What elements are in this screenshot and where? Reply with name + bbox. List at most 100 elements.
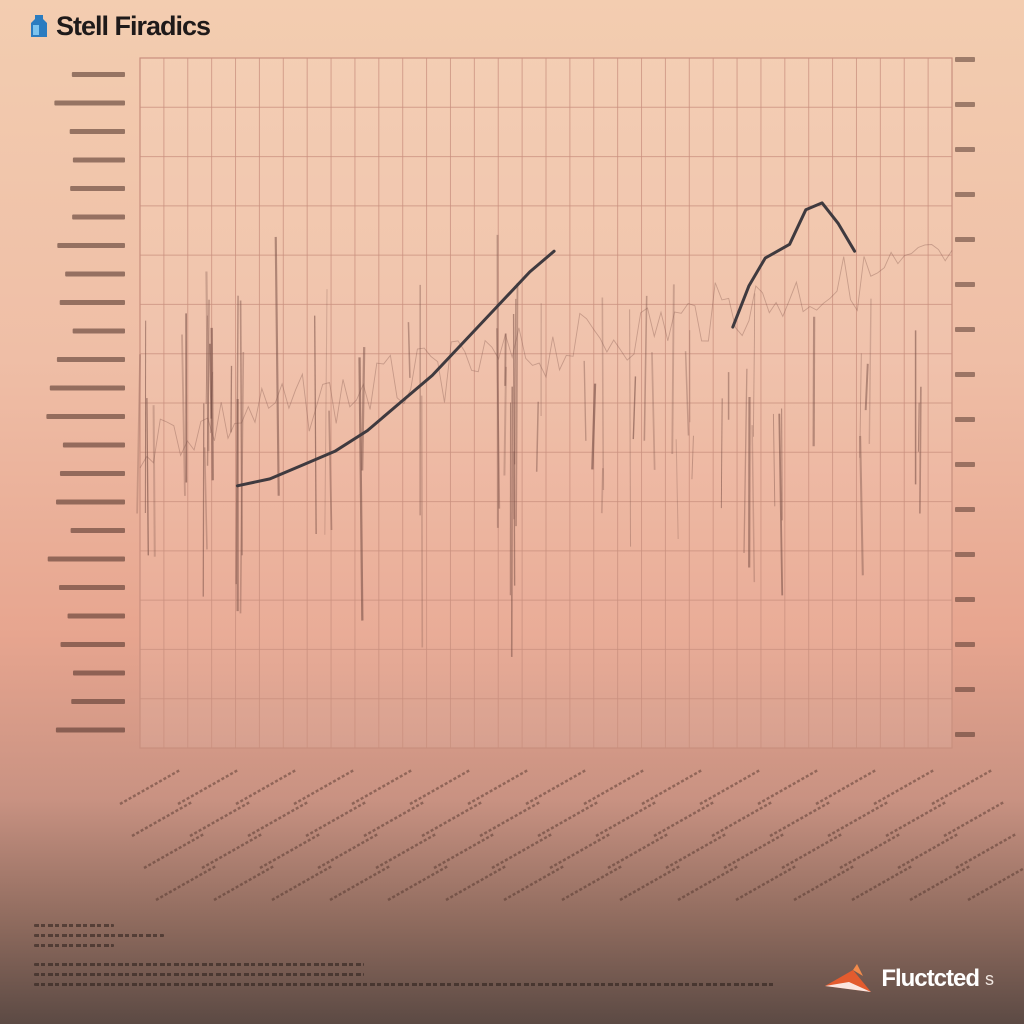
series-point	[269, 478, 271, 480]
brand-name: Fluctcted	[881, 965, 980, 992]
x-tick-label-placeholder	[363, 800, 425, 838]
x-tick-label-placeholder	[329, 864, 391, 902]
left-tick-label-placeholder	[56, 357, 126, 362]
noise-spike	[314, 315, 317, 534]
x-axis-labels	[119, 768, 1024, 902]
noise-spike	[239, 300, 243, 556]
noise-spike	[601, 297, 605, 490]
noise-spike	[503, 366, 507, 476]
noise-spike	[859, 435, 864, 576]
x-tick-label-placeholder	[305, 800, 367, 838]
noise-trace	[139, 244, 953, 469]
noise-spike	[629, 309, 632, 547]
chart-title: Stell Firadics	[56, 10, 211, 41]
x-tick-label-placeholder	[259, 832, 321, 870]
x-tick-label-placeholder	[317, 832, 379, 870]
noise-spike	[510, 386, 514, 657]
x-tick-label-placeholder	[781, 832, 843, 870]
left-tick-label-placeholder	[72, 328, 125, 334]
paper-plane-logo-icon	[825, 964, 872, 992]
right-tick-label-placeholder	[955, 102, 975, 107]
left-tick-label-placeholder	[60, 642, 125, 647]
left-tick-label-placeholder	[54, 100, 125, 106]
x-tick-label-placeholder	[247, 800, 309, 838]
noise-spike	[203, 447, 208, 550]
left-tick-label-placeholder	[57, 243, 125, 248]
noise-spike	[919, 386, 922, 514]
series-point	[236, 485, 239, 487]
left-tick-label-placeholder	[49, 385, 126, 391]
series-point	[464, 340, 466, 342]
left-tick-label-placeholder	[67, 613, 125, 619]
x-tick-label-placeholder	[433, 832, 495, 870]
noise-spike	[868, 298, 872, 444]
x-tick-label-placeholder	[665, 832, 727, 870]
x-tick-label-placeholder	[119, 768, 181, 806]
noise-spike	[917, 402, 920, 452]
x-tick-label-placeholder	[827, 800, 889, 838]
x-tick-label-placeholder	[537, 800, 599, 838]
left-tick-label-placeholder	[71, 72, 125, 77]
noise-spike	[643, 295, 648, 441]
noise-spike	[361, 347, 366, 471]
x-tick-label-placeholder	[491, 832, 553, 870]
x-tick-label-placeholder	[235, 768, 297, 806]
series-point	[853, 250, 856, 252]
chart-grid	[139, 57, 953, 749]
series-point	[553, 250, 555, 252]
chart-header: Stell Firadics	[28, 8, 211, 44]
noise-spike	[136, 354, 142, 514]
x-tick-label-placeholder	[885, 800, 947, 838]
x-tick-label-placeholder	[699, 768, 761, 806]
right-tick-label-placeholder	[955, 507, 975, 512]
x-tick-label-placeholder	[769, 800, 831, 838]
x-tick-label-placeholder	[445, 864, 507, 902]
left-tick-label-placeholder	[73, 670, 125, 676]
left-tick-label-placeholder	[59, 471, 125, 476]
series-point	[805, 209, 807, 211]
right-tick-label-placeholder	[955, 147, 975, 152]
x-tick-label-placeholder	[897, 832, 959, 870]
x-tick-label-placeholder	[595, 800, 657, 838]
x-tick-label-placeholder	[131, 800, 193, 838]
right-tick-label-placeholder	[955, 372, 975, 377]
noise-spike	[720, 398, 723, 509]
x-tick-label-placeholder	[641, 768, 703, 806]
x-tick-label-placeholder	[143, 832, 205, 870]
series-point	[748, 284, 750, 287]
noise-spike	[146, 398, 149, 556]
noise-spike	[751, 425, 756, 583]
x-tick-label-placeholder	[271, 864, 333, 902]
noise-spike	[504, 333, 507, 386]
x-tick-label-placeholder	[351, 768, 413, 806]
right-tick-label-placeholder	[955, 282, 975, 287]
x-tick-label-placeholder	[177, 768, 239, 806]
x-tick-label-placeholder	[155, 864, 217, 902]
noise-spike	[358, 357, 364, 621]
right-tick-label-placeholder	[955, 57, 975, 62]
noise-spike	[859, 353, 862, 458]
brand-suffix: s	[985, 968, 994, 989]
x-tick-label-placeholder	[549, 832, 611, 870]
x-tick-label-placeholder	[213, 864, 275, 902]
series-point	[528, 271, 531, 273]
left-tick-label-placeholder	[72, 214, 125, 220]
x-tick-label-placeholder	[375, 832, 437, 870]
noise-spike	[512, 314, 516, 586]
right-tick-label-placeholder	[955, 732, 975, 737]
series-point	[366, 429, 369, 432]
footer-fine-print	[34, 924, 794, 993]
axis-tick-labels	[46, 57, 975, 737]
x-tick-label-placeholder	[839, 832, 901, 870]
x-tick-label-placeholder	[943, 800, 1005, 838]
x-tick-label-placeholder	[677, 864, 739, 902]
series-layer	[235, 201, 857, 488]
left-tick-label-placeholder	[59, 300, 125, 305]
series-point	[496, 305, 499, 308]
x-tick-label-placeholder	[873, 768, 935, 806]
noise-spike	[671, 284, 675, 455]
noise-spike	[202, 403, 205, 597]
x-tick-label-placeholder	[467, 768, 529, 806]
series-point	[301, 464, 304, 466]
left-tick-label-placeholder	[47, 556, 125, 562]
